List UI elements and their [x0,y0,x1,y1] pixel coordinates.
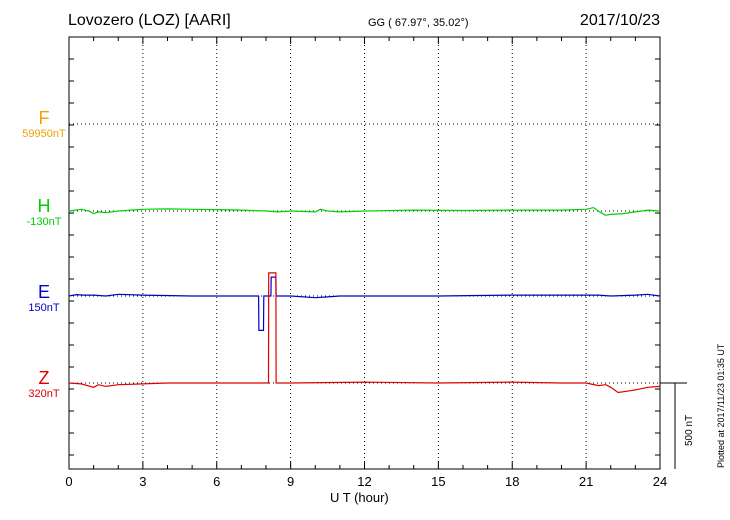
x-axis-label: U T (hour) [330,490,389,505]
series-line-h [68,206,661,216]
x-tick-label-0: 0 [65,474,72,489]
component-label-h: H -130nT [14,196,74,229]
component-letter-h: H [37,196,51,216]
component-label-e: E 150nT [14,282,74,315]
x-tick-label-21: 21 [579,474,593,489]
x-tick-label-15: 15 [431,474,445,489]
x-tick-label-6: 6 [213,474,220,489]
station-coordinates: GG ( 67.97°, 35.02°) [368,17,469,29]
component-letter-z: Z [38,368,50,388]
component-label-f: F 59950nT [14,108,74,141]
component-label-z: Z 320nT [14,368,74,401]
component-baseline-e: 150nT [28,302,60,314]
series-line-z [68,272,661,394]
chart-date: 2017/10/23 [579,12,660,29]
component-baseline-h: -130nT [26,216,62,228]
plotted-timestamp: Plotted at 2017/11/23 01:35 UT [716,343,726,468]
x-tick-label-18: 18 [505,474,519,489]
component-letter-e: E [37,282,50,302]
x-tick-label-9: 9 [287,474,294,489]
x-tick-label-3: 3 [139,474,146,489]
component-baseline-f: 59950nT [22,128,66,140]
series-line-e [68,276,661,331]
station-title: Lovozero (LOZ) [AARI] [68,12,231,29]
component-letter-f: F [38,108,50,128]
x-tick-label-12: 12 [357,474,371,489]
x-tick-label-24: 24 [653,474,667,489]
component-baseline-z: 320nT [28,388,60,400]
scale-bar-label: 500 nT [684,415,695,446]
